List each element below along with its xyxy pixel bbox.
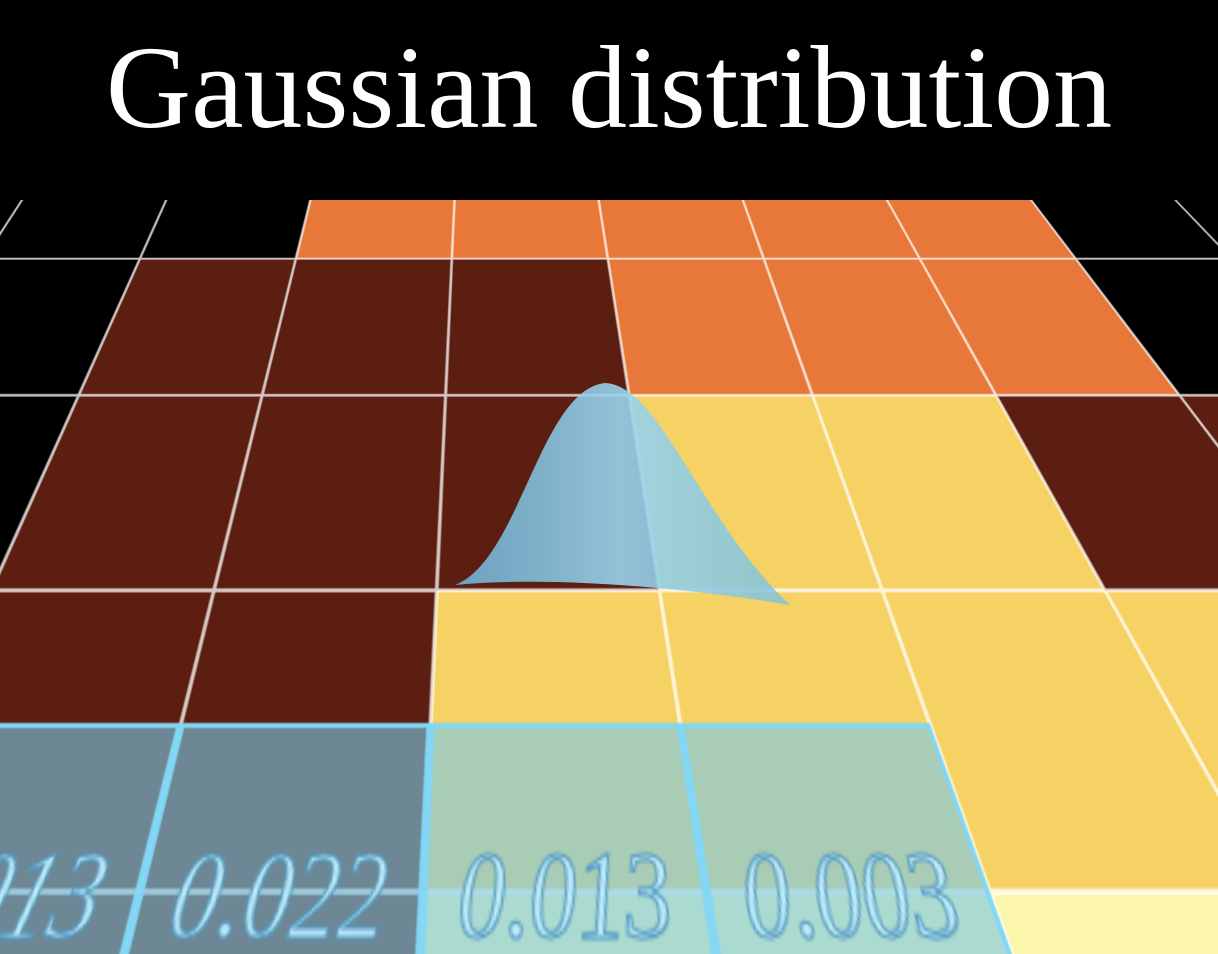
bell-surface <box>455 383 790 605</box>
